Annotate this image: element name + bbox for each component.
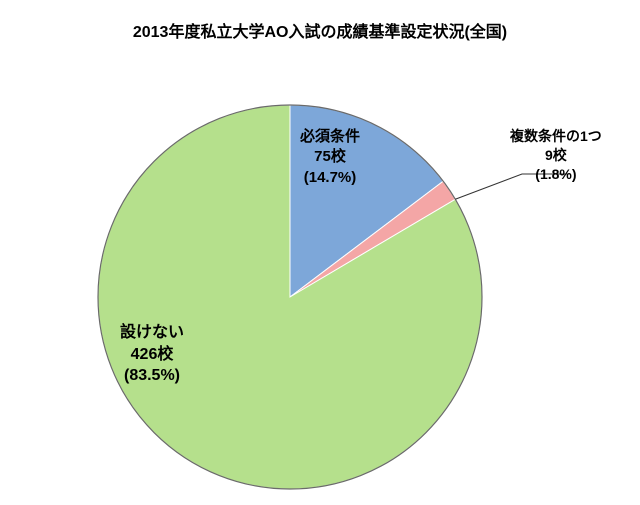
slice-pct: (83.5%) [124,367,180,384]
slice-count: 9校 [545,147,567,163]
slice-pct: (14.7%) [304,169,357,186]
pie-chart [0,42,640,502]
chart-title: 2013年度私立大学AO入試の成績基準設定状況(全国) [0,18,640,42]
slice-label-text: 複数条件の1つ [510,128,602,144]
slice-label-one-of: 複数条件の1つ 9校 (1.8%) [510,127,602,184]
pie-chart-container: 必須条件 75校 (14.7%) 複数条件の1つ 9校 (1.8%) 設けない … [0,42,640,502]
slice-pct: (1.8%) [535,166,576,182]
slice-count: 75校 [314,148,346,165]
slice-count: 426校 [131,346,174,363]
slice-label-none: 設けない 426校 (83.5%) [120,322,184,387]
slice-label-text: 必須条件 [300,128,360,145]
slice-label-text: 設けない [120,324,184,341]
slice-label-required: 必須条件 75校 (14.7%) [300,127,360,188]
